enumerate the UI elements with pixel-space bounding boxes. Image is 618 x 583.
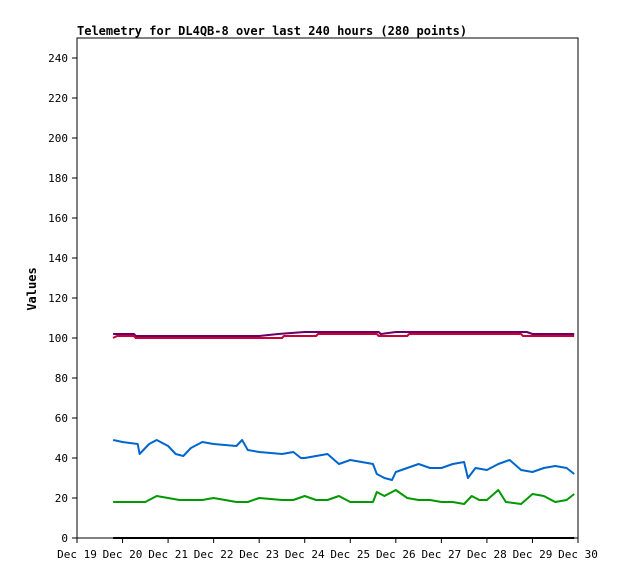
y-tick-label: 200: [48, 132, 68, 145]
y-tick-label: 100: [48, 332, 68, 345]
x-tick-label: Dec 29: [513, 548, 553, 561]
y-tick-label: 140: [48, 252, 68, 265]
y-tick-label: 180: [48, 172, 68, 185]
series-line: [112, 333, 575, 339]
x-tick-label: Dec 21: [148, 548, 188, 561]
y-tick-label: 60: [55, 412, 68, 425]
y-tick-label: 40: [55, 452, 68, 465]
y-tick-label: 80: [55, 372, 68, 385]
y-tick-label: 20: [55, 492, 68, 505]
y-axis-ticks: 0 20 40 60 80 100 120 140 160 180 200 220 240: [48, 52, 77, 545]
plot-frame: [76, 37, 579, 539]
x-tick-label: Dec 30: [558, 548, 598, 561]
y-tick-label: 160: [48, 212, 68, 225]
x-tick-label: Dec 20: [103, 548, 143, 561]
series-line: [113, 489, 575, 505]
x-tick-label: Dec 27: [421, 548, 461, 561]
y-tick-label: 220: [48, 92, 68, 105]
y-tick-label: 120: [48, 292, 68, 305]
x-axis-ticks: Dec 19 Dec 20 Dec 21 Dec 22 Dec 23 Dec 24 Dec …: [57, 538, 598, 561]
x-tick-label: Dec 25: [330, 548, 370, 561]
x-tick-label: Dec 26: [376, 548, 416, 561]
series-line: [113, 331, 575, 337]
x-tick-label: Dec 22: [194, 548, 234, 561]
y-axis-label: Values: [25, 267, 39, 310]
x-tick-label: Dec 19: [57, 548, 97, 561]
series-line: [112, 439, 575, 481]
x-tick-label: Dec 23: [239, 548, 279, 561]
y-tick-label: 240: [48, 52, 68, 65]
x-tick-label: Dec 28: [467, 548, 507, 561]
y-tick-label: 0: [61, 532, 68, 545]
x-tick-label: Dec 24: [285, 548, 325, 561]
chart-title: Telemetry for DL4QB-8 over last 240 hour…: [77, 24, 467, 38]
